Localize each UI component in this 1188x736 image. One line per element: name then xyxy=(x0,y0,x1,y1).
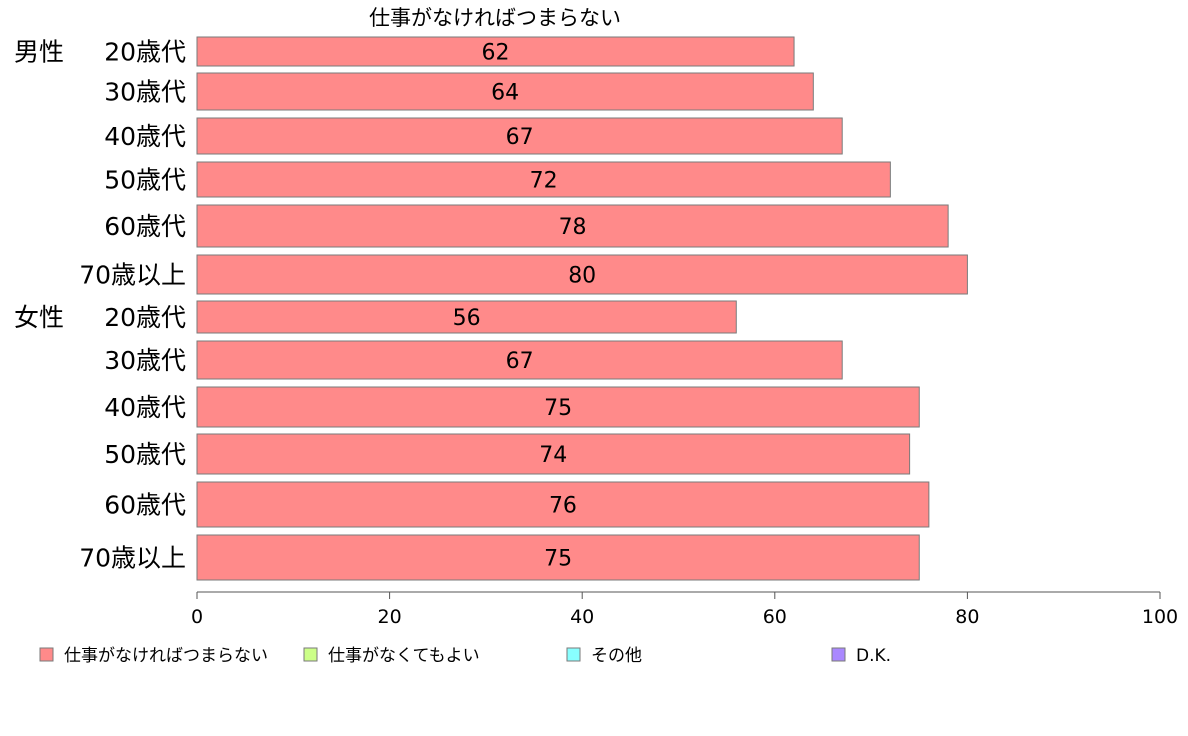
category-label: 30歳代 xyxy=(104,78,186,107)
x-tick-label: 0 xyxy=(191,606,203,628)
legend-label: D.K. xyxy=(856,646,891,666)
x-tick-label: 20 xyxy=(378,606,402,628)
chart-title: 仕事がなければつまらない xyxy=(369,6,621,30)
category-labels: 20歳代男性30歳代40歳代50歳代60歳代70歳以上20歳代女性30歳代40歳… xyxy=(14,38,186,573)
bar-value-label: 72 xyxy=(530,169,558,194)
category-label: 30歳代 xyxy=(104,346,186,375)
legend-label: 仕事がなくてもよい xyxy=(328,646,480,666)
bar xyxy=(196,433,911,475)
bar xyxy=(196,481,930,528)
bar xyxy=(196,340,843,380)
legend-swatch xyxy=(303,647,318,662)
bar-value-label: 80 xyxy=(568,264,596,289)
category-label: 60歳代 xyxy=(104,212,186,241)
bar-value-label: 75 xyxy=(544,396,572,421)
group-label: 男性 xyxy=(14,38,64,67)
bar xyxy=(196,161,891,198)
category-label: 70歳以上 xyxy=(79,544,186,573)
x-axis: 0 20 40 60 80 100 xyxy=(191,591,1178,628)
bar-value-label: 62 xyxy=(482,41,510,66)
category-label: 50歳代 xyxy=(104,440,186,469)
bar xyxy=(196,72,814,111)
x-tick-label: 100 xyxy=(1142,606,1178,628)
bar xyxy=(196,300,737,334)
bar-value-label: 74 xyxy=(539,443,567,468)
bar-value-label: 64 xyxy=(491,81,519,106)
bar xyxy=(196,534,920,581)
category-label: 60歳代 xyxy=(104,491,186,520)
x-tick-label: 40 xyxy=(570,606,594,628)
category-label: 40歳代 xyxy=(104,393,186,422)
bar-value-label: 75 xyxy=(544,547,572,572)
bar xyxy=(196,204,949,248)
bar xyxy=(196,386,920,428)
bar-value-label: 78 xyxy=(559,215,587,240)
legend-swatch xyxy=(566,647,581,662)
bar-value-label: 76 xyxy=(549,494,577,519)
category-label: 70歳以上 xyxy=(79,261,186,290)
category-label: 40歳代 xyxy=(104,122,186,151)
group-label: 女性 xyxy=(14,303,64,332)
category-label: 20歳代 xyxy=(104,38,186,67)
category-label: 50歳代 xyxy=(104,166,186,195)
bar xyxy=(196,117,843,155)
bar xyxy=(196,36,795,67)
bar xyxy=(196,254,968,295)
category-label: 20歳代 xyxy=(104,303,186,332)
legend-label: その他 xyxy=(591,646,642,666)
legend-label: 仕事がなければつまらない xyxy=(64,646,268,666)
legend-swatch xyxy=(831,647,846,662)
legend-swatch xyxy=(39,647,54,662)
legend: 仕事がなければつまらない 仕事がなくてもよい その他 D.K. xyxy=(39,646,891,666)
bar-value-label: 56 xyxy=(453,306,481,331)
x-tick-label: 60 xyxy=(763,606,787,628)
x-tick-label: 80 xyxy=(955,606,979,628)
bar-value-label: 67 xyxy=(506,125,534,150)
bar-value-label: 67 xyxy=(506,349,534,374)
